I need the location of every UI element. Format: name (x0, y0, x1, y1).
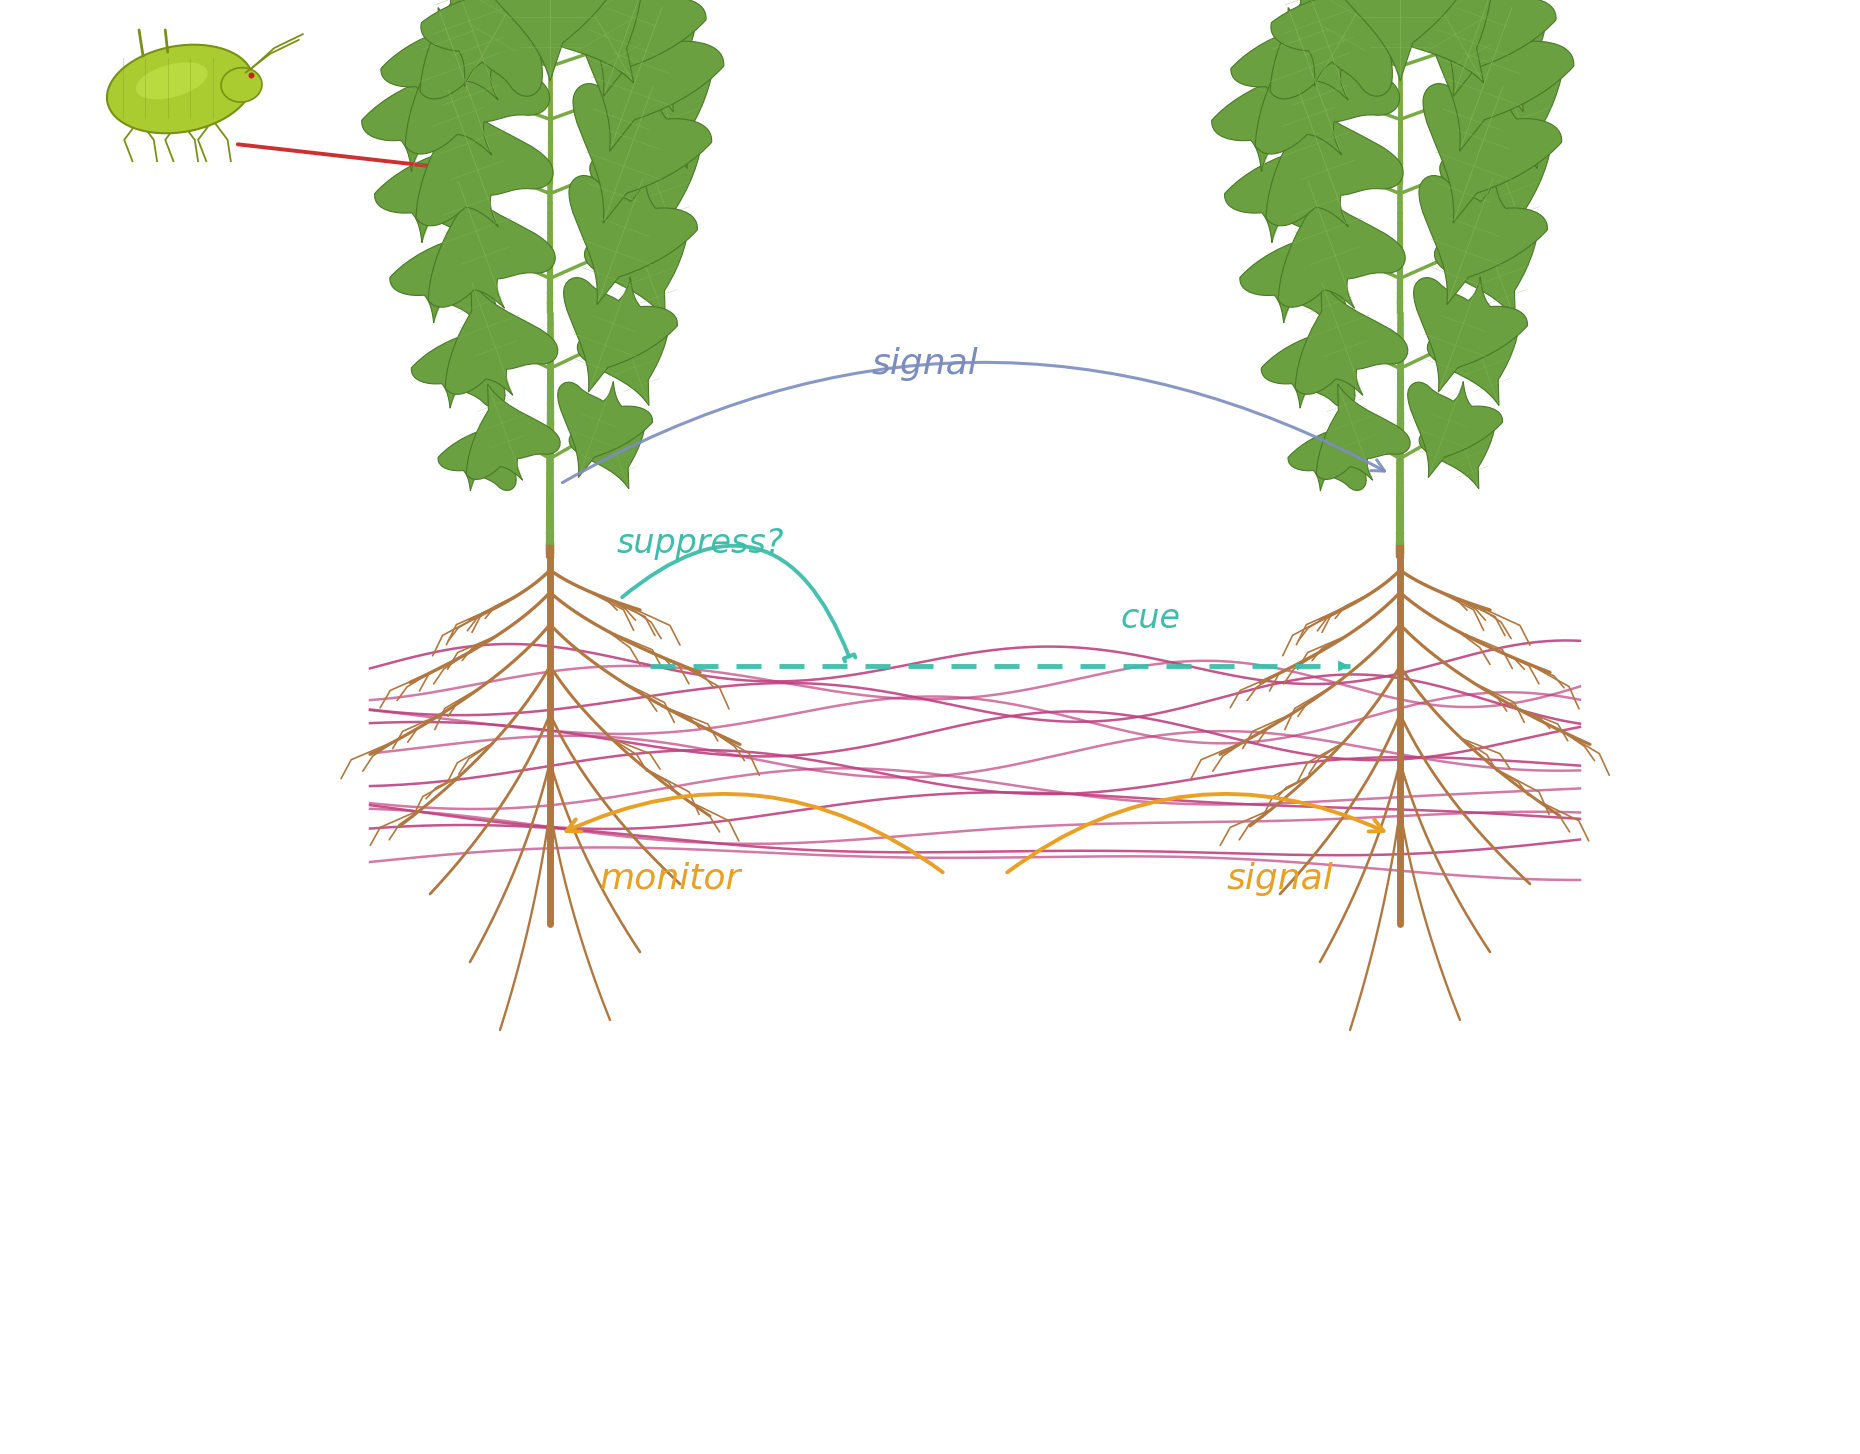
PathPatch shape (405, 7, 549, 156)
PathPatch shape (417, 86, 552, 227)
PathPatch shape (381, 6, 489, 115)
PathPatch shape (420, 0, 543, 96)
PathPatch shape (1324, 0, 1479, 81)
Text: monitor: monitor (599, 862, 740, 896)
PathPatch shape (1287, 411, 1367, 491)
PathPatch shape (391, 215, 495, 323)
PathPatch shape (1425, 0, 1557, 96)
PathPatch shape (584, 212, 688, 320)
Text: cue: cue (1120, 602, 1179, 635)
PathPatch shape (590, 124, 703, 240)
Text: suppress?: suppress? (616, 528, 783, 560)
PathPatch shape (564, 276, 677, 393)
PathPatch shape (1224, 126, 1339, 243)
PathPatch shape (1256, 7, 1399, 156)
PathPatch shape (1445, 47, 1564, 169)
PathPatch shape (558, 381, 653, 477)
PathPatch shape (1408, 381, 1503, 477)
PathPatch shape (1419, 410, 1495, 489)
PathPatch shape (1440, 3, 1548, 112)
PathPatch shape (569, 174, 698, 305)
PathPatch shape (578, 3, 724, 151)
PathPatch shape (1241, 215, 1345, 323)
PathPatch shape (1261, 313, 1356, 409)
PathPatch shape (428, 179, 556, 308)
PathPatch shape (1440, 124, 1553, 240)
PathPatch shape (1270, 0, 1401, 100)
PathPatch shape (361, 49, 482, 172)
Ellipse shape (136, 63, 208, 99)
PathPatch shape (1373, 0, 1492, 83)
FancyArrowPatch shape (567, 794, 943, 872)
PathPatch shape (420, 0, 551, 100)
PathPatch shape (595, 47, 714, 169)
PathPatch shape (474, 0, 629, 81)
PathPatch shape (569, 410, 647, 489)
PathPatch shape (1423, 83, 1562, 222)
PathPatch shape (573, 83, 712, 222)
FancyArrowPatch shape (562, 362, 1384, 483)
Text: signal: signal (1226, 862, 1334, 896)
PathPatch shape (1278, 179, 1404, 308)
Ellipse shape (221, 68, 262, 102)
Text: signal: signal (872, 348, 978, 381)
PathPatch shape (1295, 281, 1408, 395)
PathPatch shape (1419, 174, 1548, 305)
PathPatch shape (374, 126, 489, 243)
PathPatch shape (575, 0, 707, 96)
PathPatch shape (1267, 86, 1402, 227)
PathPatch shape (1211, 49, 1332, 172)
PathPatch shape (439, 411, 517, 491)
PathPatch shape (1231, 6, 1339, 115)
FancyArrowPatch shape (1008, 794, 1384, 872)
PathPatch shape (445, 281, 558, 395)
PathPatch shape (411, 313, 506, 409)
PathPatch shape (590, 3, 698, 112)
PathPatch shape (1427, 311, 1520, 406)
PathPatch shape (1428, 3, 1574, 151)
PathPatch shape (1414, 276, 1527, 393)
Ellipse shape (106, 45, 253, 134)
PathPatch shape (467, 384, 560, 480)
PathPatch shape (577, 311, 670, 406)
Ellipse shape (149, 51, 195, 77)
PathPatch shape (1317, 384, 1410, 480)
PathPatch shape (1434, 212, 1538, 320)
FancyArrowPatch shape (621, 545, 856, 662)
PathPatch shape (523, 0, 642, 83)
PathPatch shape (1270, 0, 1393, 96)
